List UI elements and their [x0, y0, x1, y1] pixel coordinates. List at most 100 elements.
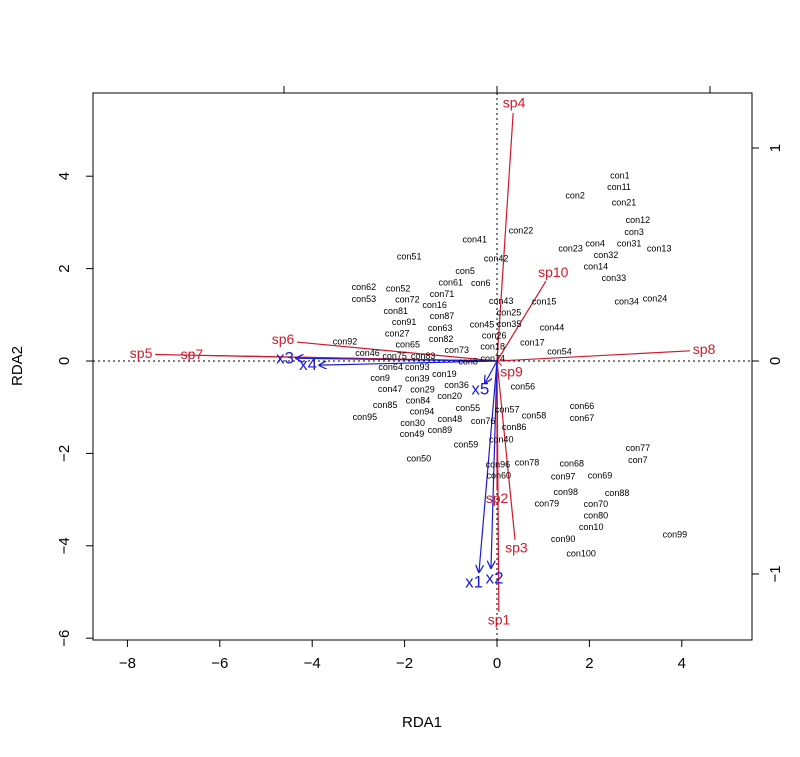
site-label: con16: [422, 300, 447, 310]
site-label: con58: [522, 410, 547, 420]
site-label: con5: [455, 266, 475, 276]
site-label: con13: [647, 244, 672, 254]
site-label: con80: [584, 511, 609, 521]
x-tick-label: −8: [119, 655, 136, 672]
x-tick-label: 0: [493, 655, 501, 672]
site-label: con50: [407, 453, 432, 463]
species-arrow: [496, 350, 691, 362]
env-arrow: [296, 358, 498, 361]
site-label: con97: [551, 471, 576, 481]
env-label: x3: [276, 349, 294, 368]
site-label: con45: [470, 319, 495, 329]
x-axis-title: RDA1: [402, 714, 442, 731]
species-label: sp9: [500, 364, 523, 380]
right-tick-label: −1: [767, 565, 784, 582]
env-arrow: [319, 360, 498, 365]
site-label: con99: [663, 530, 688, 540]
site-label: con69: [588, 470, 613, 480]
site-label: con90: [551, 534, 576, 544]
species-label: sp5: [130, 345, 153, 361]
site-label: con22: [509, 226, 534, 236]
y-axis-title: RDA2: [9, 346, 26, 386]
site-label: con51: [397, 251, 422, 261]
species-label: sp7: [181, 346, 204, 362]
site-label: con47: [378, 384, 403, 394]
right-tick-label: 1: [767, 144, 784, 152]
site-label: con53: [352, 294, 377, 304]
site-label: con31: [617, 238, 642, 248]
site-label: con94: [410, 407, 435, 417]
species-label: sp4: [503, 95, 526, 111]
site-label: con67: [570, 413, 595, 423]
site-label: con10: [579, 522, 604, 532]
right-tick-label: 0: [767, 357, 784, 365]
site-label: con54: [547, 347, 572, 357]
site-label: con1: [610, 170, 630, 180]
y-tick-label: 0: [56, 357, 73, 365]
site-label: con91: [392, 317, 417, 327]
site-label: con12: [626, 215, 651, 225]
x-tick-label: −6: [211, 655, 228, 672]
env-label: x2: [486, 568, 504, 587]
site-label: con30: [400, 418, 425, 428]
site-label: con96: [486, 459, 511, 469]
site-label: con93: [405, 362, 430, 372]
site-label: con41: [463, 234, 488, 244]
site-label: con24: [643, 293, 668, 303]
site-label: con72: [395, 295, 420, 305]
site-label: con75: [382, 351, 407, 361]
site-label: con82: [429, 334, 454, 344]
env-arrow: [479, 360, 498, 572]
species-label: sp3: [505, 539, 528, 555]
site-label: con77: [626, 443, 651, 453]
y-tick-label: 4: [56, 172, 73, 180]
site-label: con86: [502, 422, 527, 432]
site-label: con52: [386, 283, 411, 293]
site-label: con23: [558, 244, 583, 254]
site-label: con60: [487, 470, 512, 480]
site-label: con42: [484, 253, 509, 263]
species-arrow: [496, 360, 516, 540]
site-label: con2: [565, 190, 585, 200]
site-label: con8: [458, 356, 478, 366]
site-label: con26: [482, 330, 507, 340]
species-arrow: [496, 360, 503, 367]
x-tick-label: −4: [304, 655, 321, 672]
y-tick-label: 2: [56, 264, 73, 272]
site-label: con14: [584, 262, 609, 272]
site-label: con27: [385, 329, 410, 339]
species-arrow: [496, 280, 547, 362]
site-label: con34: [615, 296, 640, 306]
site-label: con44: [540, 323, 565, 333]
env-arrow: [491, 360, 498, 568]
site-label: con62: [352, 282, 377, 292]
species-label: sp10: [538, 264, 569, 280]
site-label: con36: [444, 380, 469, 390]
y-tick-label: −4: [56, 537, 73, 554]
site-label: con83: [411, 351, 436, 361]
site-label: con84: [406, 396, 431, 406]
site-label: con81: [384, 306, 409, 316]
site-label: con29: [410, 384, 435, 394]
site-label: con21: [612, 197, 637, 207]
species-arrow: [496, 112, 514, 362]
site-label: con78: [515, 457, 540, 467]
env-label: x1: [465, 573, 483, 592]
species-arrow: [296, 341, 498, 362]
site-label: con3: [624, 227, 644, 237]
site-label: con49: [400, 429, 425, 439]
y-tick-label: −2: [56, 445, 73, 462]
site-label: con66: [570, 401, 595, 411]
site-label: con20: [437, 391, 462, 401]
site-label: con25: [497, 308, 522, 318]
site-label: con98: [554, 487, 579, 497]
site-label: con59: [454, 439, 479, 449]
site-label: con46: [355, 348, 380, 358]
site-label: con68: [560, 458, 585, 468]
site-label: con89: [428, 425, 453, 435]
x-tick-label: 2: [585, 655, 593, 672]
site-label: con17: [520, 337, 545, 347]
site-label: con57: [495, 404, 520, 414]
species-label: sp1: [488, 612, 511, 628]
